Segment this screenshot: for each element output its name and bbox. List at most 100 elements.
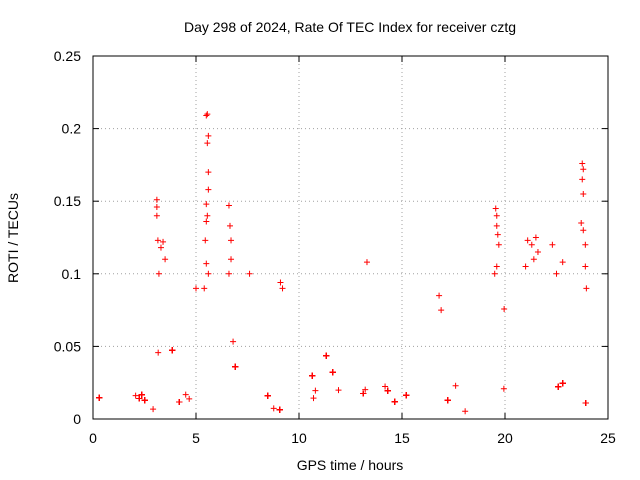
data-point-outlier [492,205,499,212]
x-tick-label: 10 [291,430,307,446]
data-point [335,387,342,394]
data-point [186,395,193,402]
data-point [309,372,316,379]
data-point-outlier [205,132,212,139]
data-point [500,385,507,392]
data-point [150,406,157,413]
data-point-outlier [580,190,587,197]
x-tick-label: 0 [89,430,97,446]
data-point-outlier [583,285,590,292]
data-point [444,397,451,404]
data-point-outlier [277,279,284,286]
data-point-outlier [580,166,587,173]
data-point-outlier [225,202,232,209]
y-axis-label: ROTI / TECUs [5,193,21,283]
data-point [452,382,459,389]
y-tick-label: 0.1 [62,266,82,282]
data-point-outlier [228,256,235,263]
data-point-outlier [553,270,560,277]
data-point-outlier [436,292,443,299]
data-point-outlier [153,212,160,219]
data-point-outlier [153,204,160,211]
x-axis-label: GPS time / hours [297,457,404,473]
data-point-outlier [203,260,210,267]
data-point [182,391,189,398]
data-point-outlier [154,237,161,244]
data-point-outlier [204,111,211,118]
data-point [582,400,589,407]
data-point-outlier [524,237,531,244]
y-tick-label: 0.25 [54,48,81,64]
data-point-outlier [578,219,585,226]
data-point [312,387,319,394]
data-point-outlier [204,212,211,219]
data-point-outlier [549,241,556,248]
data-point [555,383,562,390]
data-points [96,111,590,415]
data-point-outlier [438,307,445,314]
data-point-outlier [493,222,500,229]
data-point-outlier [225,270,232,277]
data-point-outlier [580,227,587,234]
data-point [141,397,148,404]
y-tick-label: 0 [73,411,81,427]
data-point-outlier [193,285,199,292]
data-point-outlier [228,237,235,244]
data-point [391,398,398,405]
data-point [270,405,277,412]
data-point-outlier [155,270,162,277]
data-point [138,391,145,398]
grid [93,56,608,419]
data-point [132,392,139,399]
data-point [169,347,176,354]
data-point [136,395,143,402]
data-point [176,398,183,405]
data-point-outlier [494,231,501,238]
data-point-outlier [363,259,370,266]
data-point [403,392,410,399]
data-point [382,383,389,390]
data-point-outlier [579,160,586,167]
data-point-outlier [582,263,589,270]
data-point [155,349,162,356]
y-tick-label: 0.05 [54,338,81,354]
data-point-outlier [491,270,498,277]
data-point-outlier [493,212,500,219]
data-point-outlier [532,234,539,241]
data-point [310,395,317,402]
data-point-outlier [582,241,589,248]
data-point-outlier [495,241,502,248]
data-point-outlier [226,222,233,229]
data-point [96,394,103,401]
data-point-outlier [203,201,210,208]
data-point [384,387,391,394]
x-tick-label: 25 [600,430,616,446]
data-point-outlier [203,112,210,119]
data-point-outlier [204,140,211,147]
data-point [276,406,283,413]
data-point-outlier [203,218,210,225]
data-point-outlier [205,186,212,193]
x-tick-label: 5 [192,430,200,446]
data-point-outlier [522,263,529,270]
data-point [232,363,239,370]
chart-title: Day 298 of 2024, Rate Of TEC Index for r… [184,19,516,35]
data-point [501,306,508,313]
data-point [323,352,330,359]
data-point-outlier [201,285,208,292]
data-point-outlier [559,259,566,266]
x-tick-label: 20 [497,430,513,446]
data-point-outlier [202,237,209,244]
x-tick-label: 15 [394,430,410,446]
data-point-outlier [534,249,541,256]
data-point-outlier [493,263,500,270]
data-point [264,392,271,399]
data-point [230,338,237,345]
data-point-outlier [160,238,167,245]
data-point-outlier [205,169,212,176]
data-point [360,390,367,397]
data-point [559,380,566,387]
data-point-outlier [246,270,253,277]
